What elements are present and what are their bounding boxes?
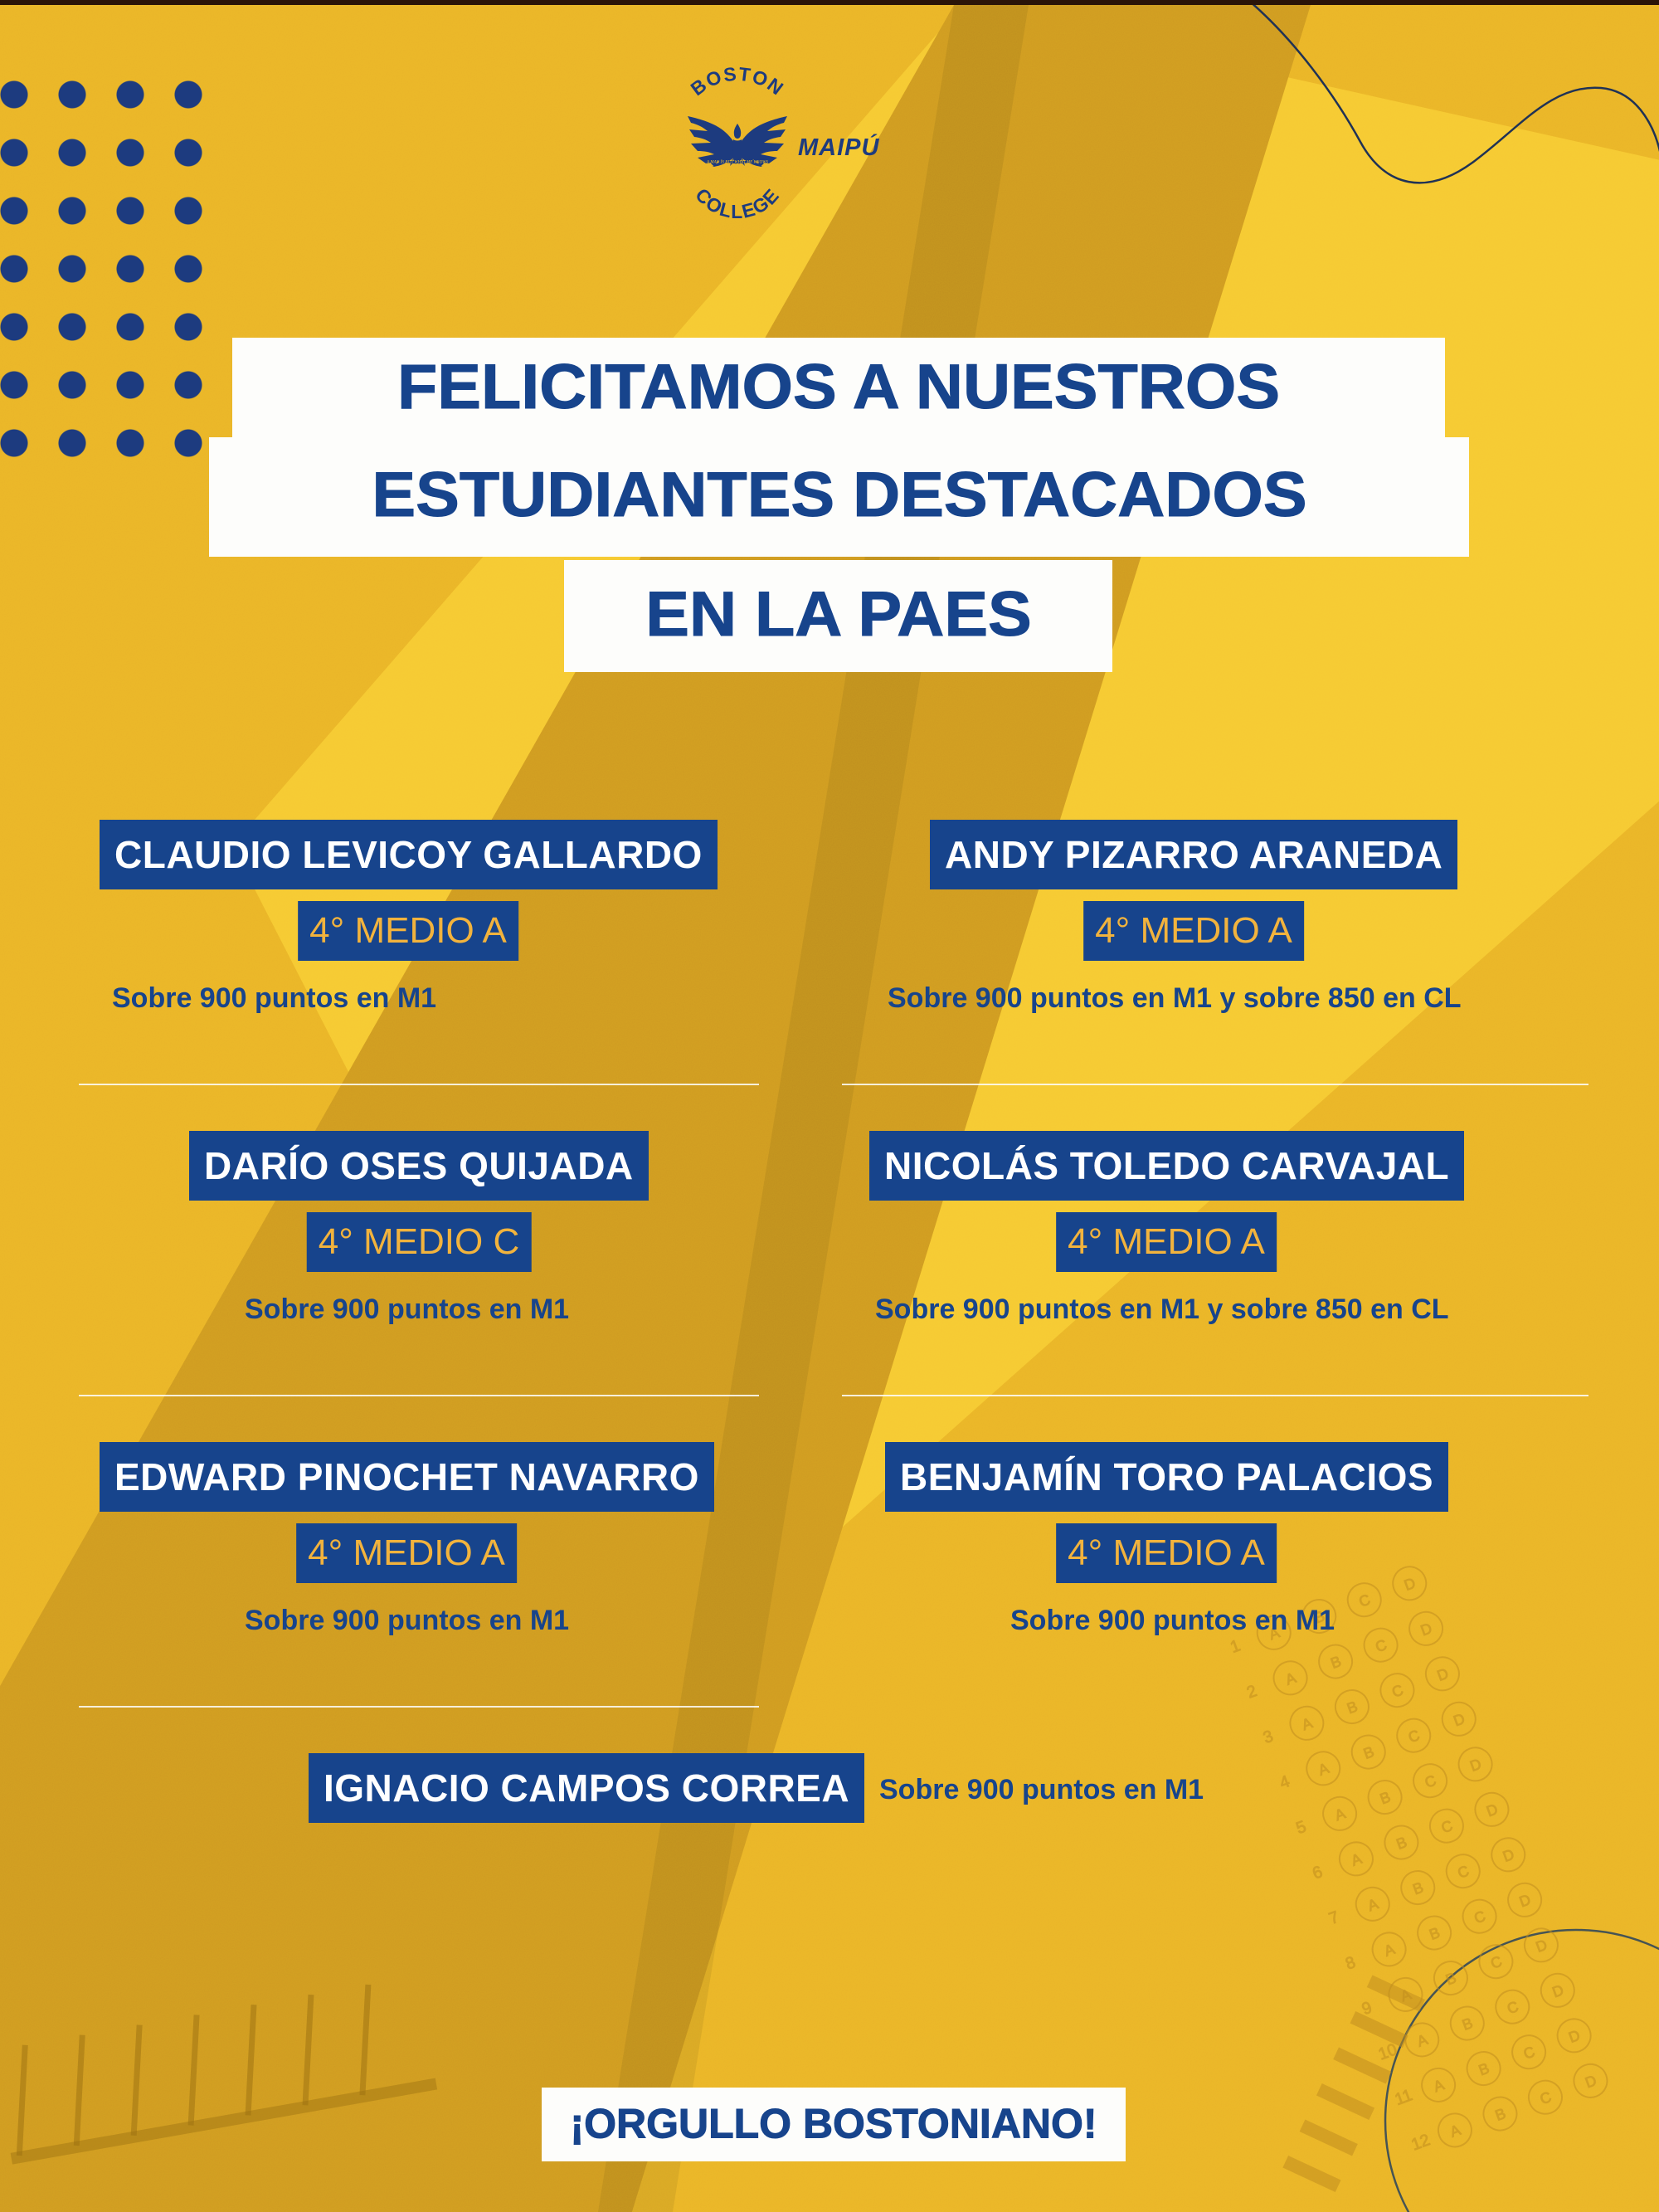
svg-text:A MAN IS BUT WHAT HE KNOWS: A MAN IS BUT WHAT HE KNOWS [706,161,768,165]
svg-text:COLLEGE: COLLEGE [691,184,784,222]
svg-text:BOSTON: BOSTON [687,63,789,100]
